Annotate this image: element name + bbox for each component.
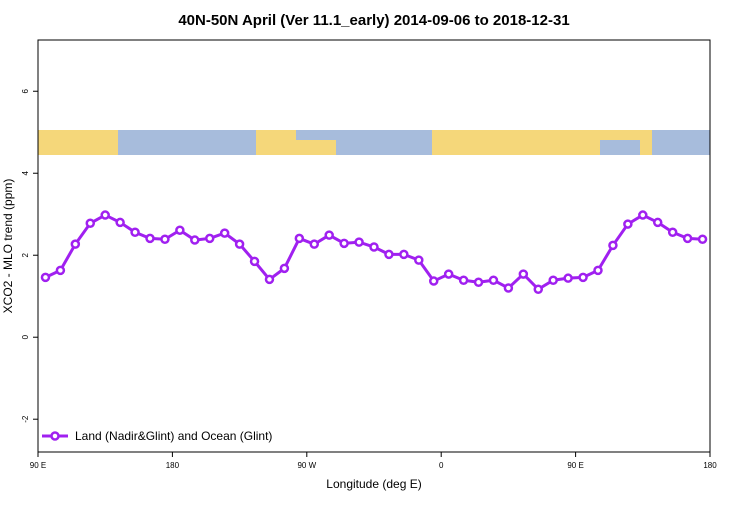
data-point: [593, 265, 603, 276]
data-point: [354, 237, 364, 247]
x-tick-label: 90 E: [567, 461, 583, 470]
data-point: [533, 284, 544, 294]
data-point: [638, 210, 648, 220]
data-point: [145, 233, 155, 244]
data-point: [130, 227, 140, 238]
data-point: [608, 240, 618, 251]
data-point: [443, 269, 454, 279]
data-point: [563, 273, 573, 283]
data-point: [324, 230, 334, 240]
data-point: [249, 256, 260, 267]
x-axis-label: Longitude (deg E): [326, 477, 421, 491]
data-point: [190, 235, 200, 245]
plot-frame: [37, 39, 711, 453]
data-point: [473, 277, 484, 288]
data-point: [623, 219, 633, 229]
x-tick-label: 180: [703, 461, 717, 470]
data-point: [652, 217, 663, 228]
data-point: [414, 255, 424, 265]
data-point: [518, 269, 529, 279]
x-tick-label: 0: [439, 461, 444, 470]
data-point: [399, 249, 409, 260]
data-point: [55, 265, 66, 276]
data-point: [160, 234, 170, 244]
data-point: [294, 233, 305, 244]
data-point: [458, 275, 469, 285]
y-tick-label: 4: [21, 170, 30, 175]
data-point: [204, 233, 215, 244]
data-point: [697, 234, 708, 244]
data-point: [503, 283, 514, 293]
data-point: [309, 239, 320, 249]
data-point: [682, 233, 693, 244]
legend-label: Land (Nadir&Glint) and Ocean (Glint): [75, 429, 272, 443]
x-tick-label: 180: [166, 461, 180, 470]
data-point: [100, 210, 110, 220]
data-point: [234, 239, 245, 249]
data-point: [264, 274, 275, 285]
data-point: [548, 275, 558, 285]
data-point: [369, 242, 379, 252]
data-point: [219, 228, 230, 238]
legend-marker: [50, 431, 60, 441]
y-tick-label: 2: [21, 252, 30, 257]
data-point: [488, 275, 499, 285]
data-point: [115, 217, 125, 228]
chart-title: 40N-50N April (Ver 11.1_early) 2014-09-0…: [178, 12, 569, 29]
data-point: [175, 225, 185, 235]
y-tick-label: 0: [21, 334, 30, 339]
data-point: [40, 272, 51, 283]
x-tick-label: 90 W: [297, 461, 316, 470]
data-point: [428, 276, 439, 286]
data-point: [85, 218, 96, 228]
x-tick-label: 90 E: [30, 461, 46, 470]
y-tick-label: -2: [21, 415, 30, 423]
data-point: [279, 263, 290, 274]
map-strip: [38, 130, 710, 155]
data-point: [578, 272, 588, 283]
y-tick-label: 6: [21, 88, 30, 93]
data-point: [667, 227, 678, 238]
data-point: [384, 249, 394, 260]
y-axis-label: XCO2 - MLO trend (ppm): [1, 179, 15, 314]
data-point: [70, 239, 81, 249]
data-line: [44, 213, 703, 292]
data-point: [339, 238, 349, 249]
